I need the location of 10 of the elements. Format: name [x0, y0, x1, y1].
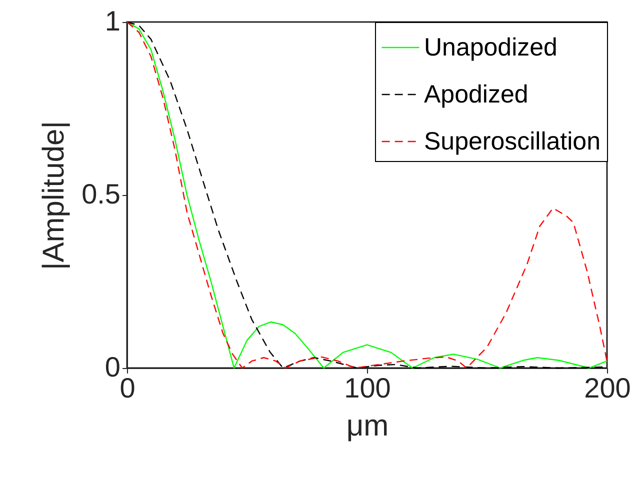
y-tick-label: 1: [104, 6, 120, 36]
legend-label: Superoscillation: [424, 128, 600, 156]
x-tick-label: 100: [344, 372, 391, 404]
y-tick-label: 0.5: [82, 178, 120, 210]
y-axis-title: |Amplitude|: [38, 121, 71, 270]
legend-label: Apodized: [424, 80, 528, 108]
legend-label: Unapodized: [424, 34, 558, 62]
x-axis-title: μm: [346, 410, 389, 442]
x-tick-label: 200: [584, 372, 631, 404]
y-tick-label: 0: [104, 352, 120, 382]
